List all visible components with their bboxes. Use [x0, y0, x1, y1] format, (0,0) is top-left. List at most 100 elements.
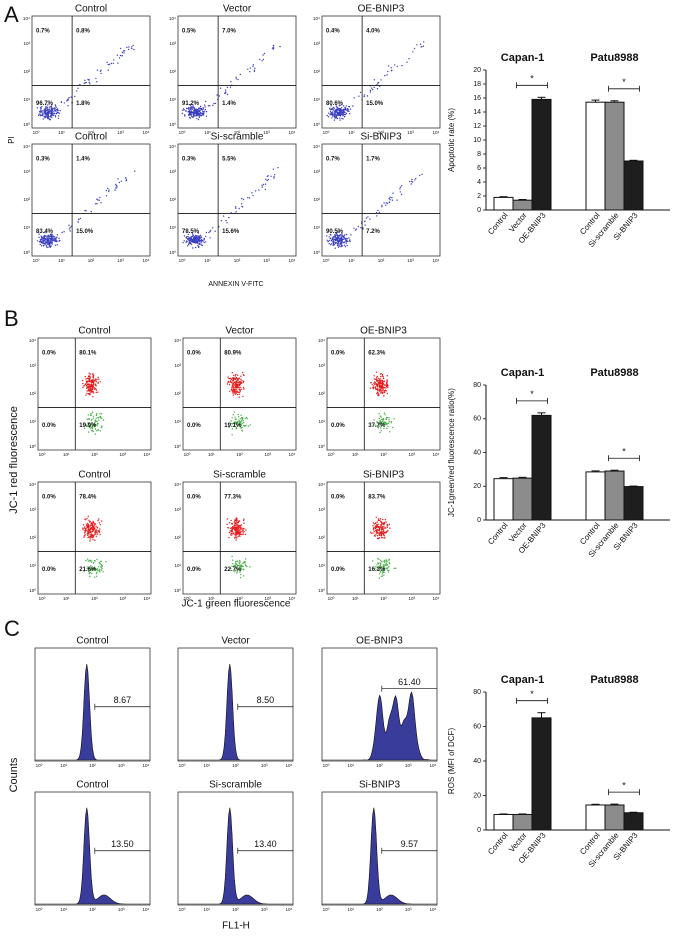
event-dot [328, 236, 330, 238]
event-dot [240, 375, 242, 377]
tick-label: 10⁰ [328, 596, 335, 601]
event-dot [216, 94, 218, 96]
event-dot [341, 245, 343, 247]
event-dot [69, 226, 71, 229]
quadrant-value: 77.3% [224, 495, 242, 501]
event-dot [89, 529, 91, 531]
event-dot [84, 383, 87, 386]
event-dot [242, 420, 244, 422]
event-dot [44, 117, 46, 119]
event-dot [237, 524, 239, 526]
event-dot [385, 567, 387, 569]
event-dot [381, 527, 383, 530]
event-dot [234, 393, 236, 395]
event-dot [392, 192, 394, 194]
group-name: Capan-1 [501, 367, 544, 379]
event-dot [54, 116, 57, 118]
tick-label: 10³ [264, 596, 271, 601]
event-dot [380, 383, 383, 385]
event-dot [192, 111, 194, 114]
event-dot [341, 117, 343, 120]
event-dot [233, 521, 235, 523]
tick-label: 10⁰ [313, 122, 320, 127]
event-dot [189, 241, 191, 243]
event-dot [239, 426, 241, 428]
y-tick-label: 4 [477, 179, 481, 186]
plot-title: Si-BNIP3 [360, 132, 402, 143]
event-dot [336, 117, 339, 120]
event-dot [231, 555, 233, 558]
event-dot [94, 527, 96, 529]
event-dot [243, 562, 245, 564]
plot-title: OE-BNIP3 [360, 326, 407, 337]
event-dot [241, 426, 243, 428]
event-dot [87, 383, 90, 386]
event-dot [194, 115, 196, 117]
y-tick-label: 80 [473, 689, 481, 696]
event-dot [50, 238, 52, 240]
event-dot [92, 430, 94, 433]
event-dot [406, 61, 408, 63]
event-dot [378, 558, 380, 561]
event-dot [99, 533, 101, 536]
plot-frame [326, 337, 441, 451]
event-dot [91, 428, 94, 430]
event-dot [236, 572, 238, 574]
event-dot [105, 561, 107, 563]
plot-title: Control [75, 132, 107, 143]
event-dot [338, 231, 340, 233]
tick-label: 10⁴ [430, 763, 437, 768]
event-dot [190, 103, 192, 106]
y-axis-label: PI [7, 136, 16, 144]
event-dot [46, 112, 49, 114]
event-dot [378, 417, 380, 420]
event-dot [52, 110, 54, 112]
event-dot [209, 105, 211, 107]
event-dot [93, 426, 96, 428]
tick-label: 10⁰ [39, 452, 46, 457]
event-dot [240, 424, 242, 426]
event-dot [239, 561, 241, 563]
tick-label: 10¹ [169, 97, 176, 102]
tick-label: 10³ [29, 507, 36, 512]
event-dot [55, 106, 57, 109]
event-dot [376, 380, 378, 382]
tick-label: 10¹ [63, 452, 70, 457]
tick-label: 10³ [261, 907, 268, 912]
event-dot [97, 391, 99, 393]
event-dot [49, 240, 52, 242]
event-dot [107, 69, 109, 71]
event-dot [386, 382, 388, 384]
bar [604, 101, 625, 211]
event-dot [198, 239, 201, 241]
event-dot [197, 232, 199, 234]
tick-label: 10⁴ [433, 596, 440, 601]
tick-label: 10¹ [204, 130, 211, 135]
event-dot [331, 237, 334, 239]
event-dot [372, 532, 374, 534]
plot-frame [177, 791, 294, 906]
event-dot [193, 107, 196, 110]
event-dot [376, 392, 378, 395]
quadrant-value: 78.4% [79, 495, 97, 501]
event-dot [229, 390, 231, 392]
tick-label: 10⁰ [29, 588, 36, 593]
event-dot [243, 388, 245, 390]
event-dot [382, 380, 384, 383]
tick-label: 10⁴ [289, 596, 296, 601]
event-dot [235, 207, 237, 209]
event-dot [329, 237, 331, 240]
event-dot [185, 241, 187, 243]
tick-label: 10⁴ [143, 763, 150, 768]
event-dot [383, 390, 385, 392]
bar [623, 812, 644, 831]
event-dot [79, 217, 82, 220]
tick-label: 10¹ [318, 419, 325, 424]
event-dot [381, 390, 383, 392]
event-dot [346, 237, 348, 240]
plot-frame [34, 791, 151, 906]
event-dot [90, 389, 93, 391]
event-dot [90, 524, 92, 526]
event-dot [192, 234, 194, 236]
event-dot [94, 560, 96, 562]
